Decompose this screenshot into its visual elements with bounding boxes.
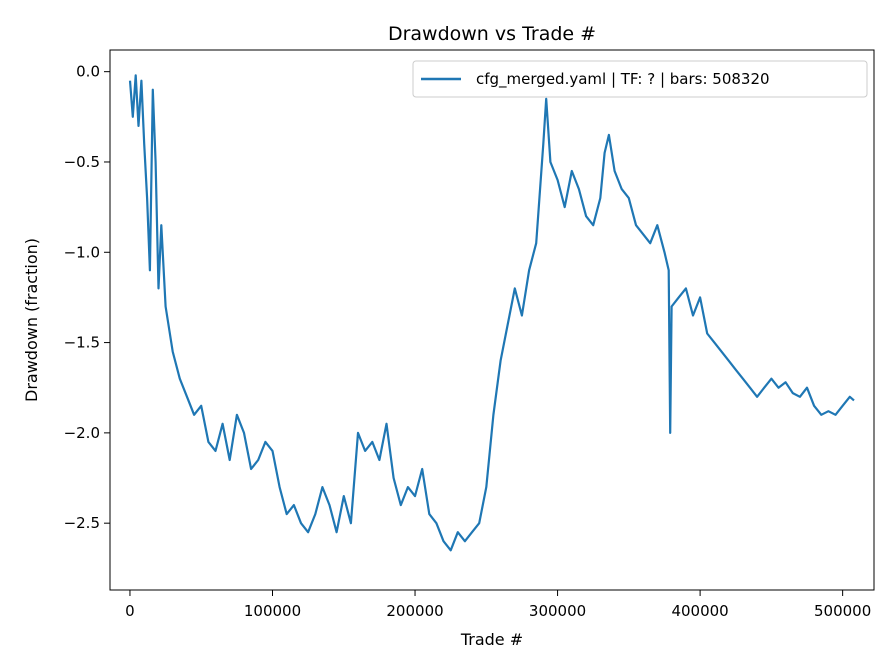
series-line — [128, 74, 855, 552]
y-tick-label: 0.0 — [76, 63, 100, 81]
y-tick-label: −2.0 — [64, 424, 100, 442]
legend-label: cfg_merged.yaml | TF: ? | bars: 508320 — [476, 70, 770, 89]
y-tick-label: −1.0 — [64, 243, 100, 261]
x-tick-label: 300000 — [529, 602, 586, 620]
x-tick-label: 400000 — [671, 602, 728, 620]
y-axis-label: Drawdown (fraction) — [22, 238, 41, 402]
y-ticks: 0.0 −0.5 −1.0 −1.5 −2.0 −2.5 — [64, 63, 110, 532]
plot-layer — [128, 74, 855, 552]
x-tick-label: 200000 — [386, 602, 443, 620]
legend-box — [412, 60, 868, 98]
chart-title: Drawdown vs Trade # — [388, 23, 596, 45]
y-tick-label: −2.5 — [64, 514, 100, 532]
x-tick-label: 0 — [125, 602, 135, 620]
x-ticks: 0 100000 200000 300000 400000 500000 — [125, 590, 871, 620]
x-tick-label: 100000 — [244, 602, 301, 620]
x-axis-label: Trade # — [460, 630, 523, 649]
x-tick-label: 500000 — [814, 602, 871, 620]
legend: cfg_merged.yaml | TF: ? | bars: 508320 — [412, 60, 868, 98]
y-tick-label: −1.5 — [64, 334, 100, 352]
y-tick-label: −0.5 — [64, 153, 100, 171]
plot-frame — [109, 49, 875, 591]
